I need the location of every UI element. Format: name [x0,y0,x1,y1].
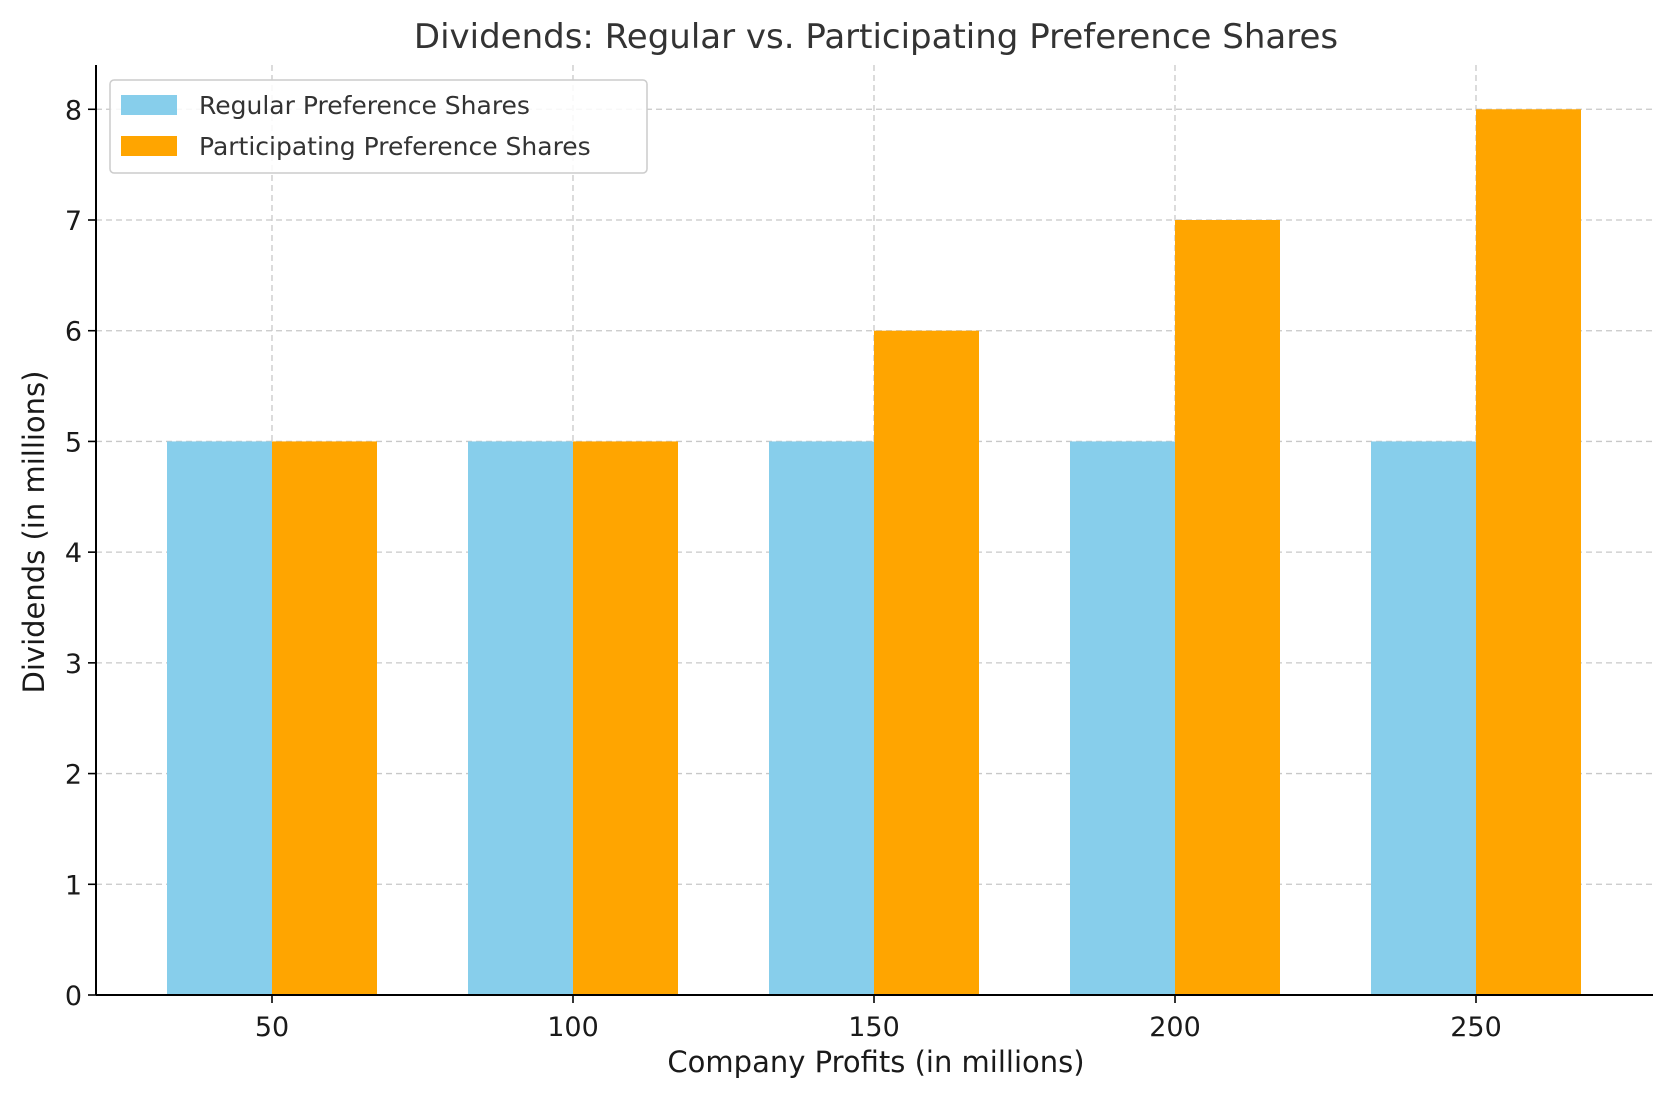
y-tick-label: 5 [65,427,82,458]
x-tick-label: 50 [255,1012,289,1043]
legend-swatch-regular [121,95,177,115]
legend-swatch-participating [121,136,177,156]
bar-regular-200 [1070,441,1175,995]
bar-participating-150 [874,330,979,995]
y-tick-label: 2 [65,760,82,791]
bar-participating-200 [1175,220,1280,995]
legend-frame [109,79,648,174]
bar-regular-50 [167,441,272,995]
chart-title: Dividends: Regular vs. Participating Pre… [414,17,1338,57]
bar-regular-250 [1371,441,1476,995]
y-tick-label: 4 [65,538,82,569]
bars [167,109,1581,996]
x-axis-label: Company Profits (in millions) [667,1045,1084,1079]
y-tick-label: 6 [65,317,82,348]
x-tick-label: 100 [547,1012,599,1043]
y-tick-label: 1 [65,870,82,901]
x-tick-label: 200 [1149,1012,1201,1043]
y-axis-label: Dividends (in millions) [17,371,51,694]
y-tick-label: 0 [65,981,82,1012]
bar-regular-150 [769,441,874,995]
legend: Regular Preference Shares Participating … [109,79,648,174]
legend-label-participating: Participating Preference Shares [199,132,591,161]
y-tick-label: 7 [65,206,82,237]
y-tick-label: 8 [65,95,82,126]
ticks: 0 1 2 3 4 5 6 7 8 50 100 150 200 250 [65,95,1502,1043]
y-tick-label: 3 [65,649,82,680]
bar-participating-100 [573,441,678,995]
legend-label-regular: Regular Preference Shares [199,91,530,120]
bar-participating-250 [1476,109,1581,996]
bar-regular-100 [468,441,573,995]
x-tick-label: 150 [848,1012,900,1043]
bar-participating-50 [272,441,377,995]
x-tick-label: 250 [1450,1012,1502,1043]
